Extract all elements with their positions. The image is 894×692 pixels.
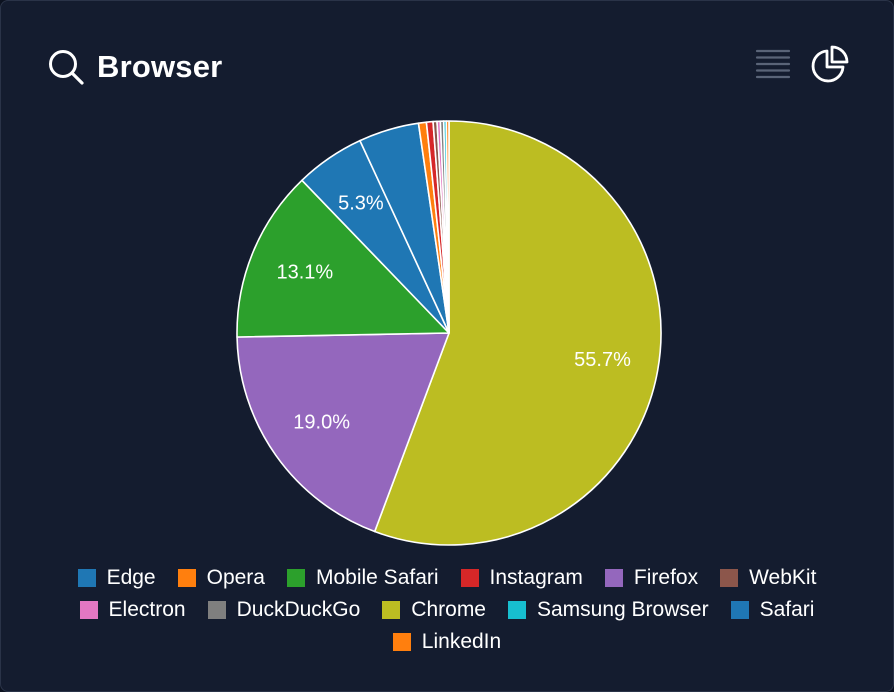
- pie-chart-icon[interactable]: [811, 45, 849, 83]
- legend-item-webkit[interactable]: WebKit: [720, 566, 816, 589]
- legend-label: Firefox: [633, 566, 699, 589]
- legend-item-linkedin[interactable]: LinkedIn: [392, 630, 502, 653]
- slice-label-safari: 5.3%: [338, 193, 384, 215]
- slice-label-mobile-safari: 13.1%: [277, 262, 334, 284]
- legend-item-samsung-browser[interactable]: Samsung Browser: [508, 598, 709, 621]
- legend-label: WebKit: [749, 566, 817, 589]
- chart-legend: Edge Opera Mobile Safari Instagram Firefox We…: [40, 566, 854, 653]
- legend-item-electron[interactable]: Electron: [79, 598, 186, 621]
- legend-swatch: [177, 568, 196, 587]
- legend-label: Electron: [108, 598, 186, 621]
- slice-label-chrome: 55.7%: [574, 349, 631, 371]
- pie-slice-chrome[interactable]: [373, 120, 662, 546]
- legend-label: Chrome: [411, 598, 486, 621]
- legend-label: Edge: [106, 566, 156, 589]
- legend-swatch: [382, 600, 401, 619]
- legend-swatch: [720, 568, 739, 587]
- legend-swatch: [508, 600, 526, 619]
- legend-swatch: [286, 568, 305, 587]
- legend-swatch: [207, 600, 226, 619]
- legend-item-duckduckgo[interactable]: DuckDuckGo: [207, 598, 361, 621]
- legend-swatch: [604, 568, 623, 587]
- view-toggle: [755, 45, 849, 83]
- legend-swatch: [79, 600, 98, 619]
- legend-swatch: [730, 600, 749, 619]
- legend-item-edge[interactable]: Edge: [77, 566, 156, 589]
- slice-label-firefox: 19.0%: [293, 411, 350, 433]
- search-icon[interactable]: [47, 48, 85, 86]
- legend-item-instagram[interactable]: Instagram: [460, 566, 583, 589]
- legend-item-chrome[interactable]: Chrome: [382, 598, 486, 621]
- list-view-icon[interactable]: [755, 47, 791, 81]
- card-header: Browser: [47, 45, 222, 89]
- pie-slice-mobile-safari[interactable]: [236, 179, 450, 338]
- pie-slice-linkedin[interactable]: [445, 120, 450, 334]
- legend-swatch: [77, 568, 96, 587]
- legend-label: LinkedIn: [421, 630, 502, 653]
- pie-slice-firefox[interactable]: [236, 332, 450, 533]
- card-title: Browser: [97, 49, 223, 84]
- legend-label: Mobile Safari: [315, 566, 439, 589]
- legend-swatch: [460, 568, 479, 587]
- legend-label: Instagram: [489, 566, 583, 589]
- legend-item-firefox[interactable]: Firefox: [604, 566, 699, 589]
- legend-label: Safari: [759, 598, 815, 621]
- legend-label: Opera: [206, 566, 265, 589]
- legend-label: DuckDuckGo: [236, 598, 361, 621]
- legend-item-mobile-safari[interactable]: Mobile Safari: [286, 566, 439, 589]
- legend-label: Samsung Browser: [537, 598, 709, 621]
- legend-item-safari[interactable]: Safari: [730, 598, 815, 621]
- legend-swatch: [392, 632, 411, 651]
- legend-item-opera[interactable]: Opera: [177, 566, 265, 589]
